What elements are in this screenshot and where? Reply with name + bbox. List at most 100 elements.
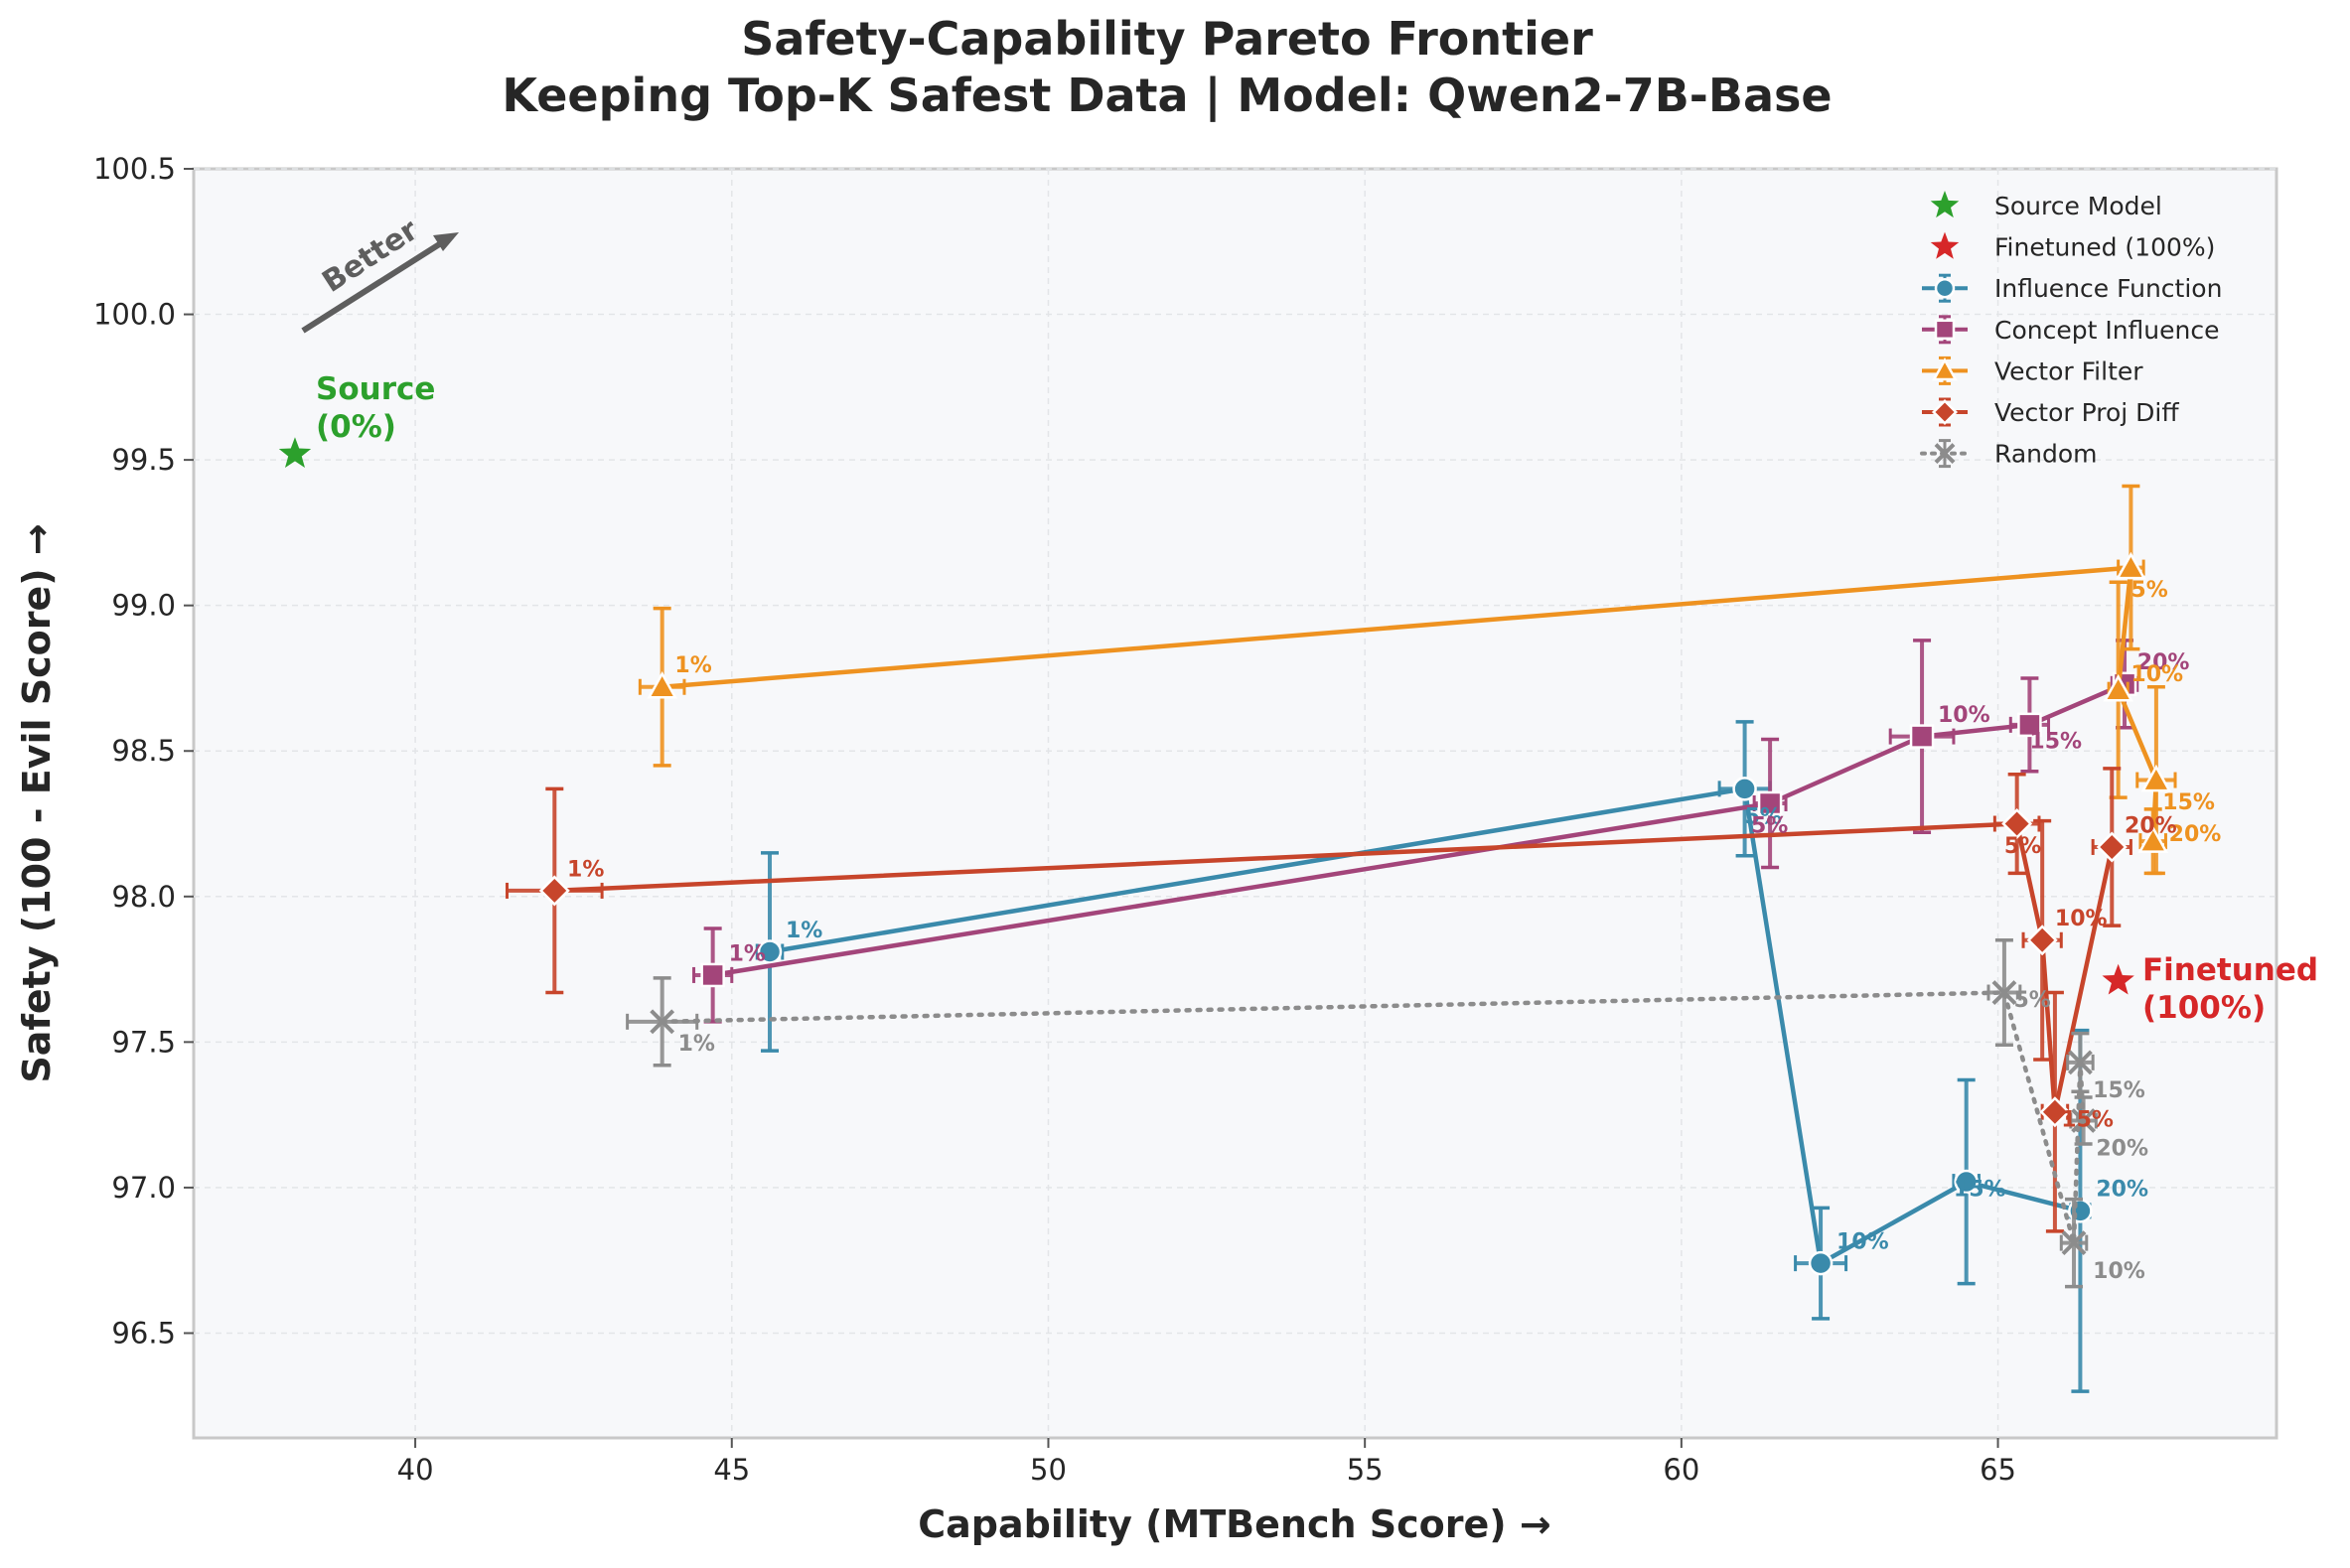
legend-item: Vector Proj Diff xyxy=(1922,397,2179,427)
point-label: 1% xyxy=(567,857,604,882)
point-label: 15% xyxy=(2162,790,2215,815)
series-vector-proj-diff xyxy=(506,767,2132,1233)
point-label: 15% xyxy=(2029,729,2082,754)
x-tick-label: 65 xyxy=(1980,1453,2016,1487)
series-concept-influence xyxy=(692,639,2139,1024)
point-label: 5% xyxy=(2004,834,2041,859)
plot-area xyxy=(192,167,2278,1440)
data-point xyxy=(2039,1096,2071,1128)
legend-label: Concept Influence xyxy=(1994,316,2220,345)
point-label: 10% xyxy=(1836,1229,1889,1254)
y-tick-label: 100.0 xyxy=(93,298,176,332)
y-tick-label: 98.0 xyxy=(111,880,176,914)
legend-label: Vector Filter xyxy=(1994,356,2143,385)
legend-item: Concept Influence xyxy=(1922,315,2220,345)
point-label: 5% xyxy=(1745,805,1782,830)
data-point xyxy=(757,939,783,964)
point-label: 10% xyxy=(2093,1259,2145,1284)
point-label: 10% xyxy=(2055,907,2108,931)
chart-subtitle: Keeping Top-K Safest Data | Model: Qwen2… xyxy=(502,69,1832,123)
y-tick-label: 96.5 xyxy=(111,1316,176,1350)
legend-item: Random xyxy=(1920,439,2098,469)
point-labels: 1%5%10%15% 20%1%5%10%15%20%1%5%10%15%20%1… xyxy=(567,578,2221,1284)
legend-label: Vector Proj Diff xyxy=(1994,398,2179,427)
legend-label: Source Model xyxy=(1994,192,2162,220)
point-label: 15% xyxy=(2093,1078,2145,1103)
point-label: 20% xyxy=(2169,822,2222,847)
better-arrowhead-icon xyxy=(433,232,459,251)
legend-item: Source Model xyxy=(1930,191,2162,220)
better-arrow xyxy=(301,233,454,334)
data-point xyxy=(2140,764,2172,792)
point-label: 1% xyxy=(678,1032,715,1057)
data-point xyxy=(2001,808,2033,840)
point-label: 20% xyxy=(2096,1137,2148,1162)
point-label: 10% xyxy=(2130,662,2183,687)
legend: Source Model Finetuned (100%) Influence Fu… xyxy=(1920,191,2222,469)
data-point xyxy=(1757,790,1783,816)
series-random xyxy=(626,938,2098,1289)
data-point xyxy=(1732,777,1757,801)
x-axis-label: Capability (MTBench Score) → xyxy=(918,1502,1550,1546)
y-tick-label: 99.5 xyxy=(111,443,176,477)
legend-label: Influence Function xyxy=(1994,274,2222,303)
y-tick-label: 100.5 xyxy=(93,152,176,186)
point-label: 1% xyxy=(786,919,822,943)
data-point xyxy=(2116,551,2146,580)
point-label: 15% xyxy=(1954,1178,2006,1203)
data-point xyxy=(2103,673,2133,702)
data-point xyxy=(647,670,677,699)
legend-star-icon xyxy=(1930,231,1960,259)
star-icon xyxy=(2102,963,2134,995)
legend-item: Finetuned (100%) xyxy=(1930,231,2215,262)
data-point xyxy=(2017,712,2042,738)
data-point xyxy=(538,875,570,907)
y-tick-label: 99.0 xyxy=(111,589,176,623)
legend-marker-icon xyxy=(1931,398,1959,426)
legend-item: Influence Function xyxy=(1922,273,2222,303)
legend-star-icon xyxy=(1930,191,1960,218)
point-label: 5% xyxy=(2013,988,2050,1013)
data-point xyxy=(2096,831,2128,863)
x-tick-label: 40 xyxy=(397,1453,434,1487)
point-label: 5% xyxy=(2130,578,2167,603)
data-point xyxy=(2061,1230,2087,1256)
point-label: 5% xyxy=(1751,813,1788,838)
point-label: 20% xyxy=(2137,650,2190,675)
point-label: 15% xyxy=(2061,1107,2114,1132)
source-annotation-line2: (0%) xyxy=(316,409,396,445)
reference-points xyxy=(278,437,2134,995)
point-label: 1% xyxy=(674,653,711,678)
y-axis-label: Safety (100 - Evil Score) → xyxy=(15,523,59,1082)
data-point xyxy=(1991,980,2017,1005)
data-point xyxy=(1954,1169,1979,1195)
error-bar xyxy=(2059,1197,2089,1289)
data-point xyxy=(2071,1108,2097,1133)
grid xyxy=(194,168,2277,1438)
x-tick-label: 45 xyxy=(713,1453,750,1487)
finetuned-annotation-line1: Finetuned xyxy=(2142,952,2318,988)
data-point xyxy=(2026,925,2058,956)
legend-marker-icon xyxy=(1932,357,1958,381)
series-vector-filter xyxy=(638,484,2177,876)
legend-item: Vector Filter xyxy=(1922,356,2143,385)
axis-ticks: 40 45 50 55 60 65 96.5 97.0 97.5 98.0 98.5 99.0 99.5… xyxy=(93,152,2016,1487)
data-point xyxy=(1909,724,1935,749)
point-label: 20% xyxy=(2096,1178,2148,1203)
data-point xyxy=(2067,1050,2093,1075)
legend-label: Finetuned (100%) xyxy=(1994,233,2215,262)
star-icon xyxy=(278,437,312,469)
x-tick-label: 50 xyxy=(1030,1453,1067,1487)
legend-marker-icon xyxy=(1934,277,1956,299)
point-label: 20% xyxy=(2125,813,2177,838)
data-point xyxy=(1808,1250,1834,1276)
series-influence-function xyxy=(755,720,2093,1393)
x-tick-label: 55 xyxy=(1347,1453,1384,1487)
data-point xyxy=(2137,825,2169,853)
data-point xyxy=(650,1009,675,1035)
y-tick-label: 97.5 xyxy=(111,1025,176,1059)
finetuned-annotation-line2: (100%) xyxy=(2142,990,2266,1026)
data-point xyxy=(700,962,725,988)
y-tick-label: 98.5 xyxy=(111,734,176,768)
point-label: 1% xyxy=(729,941,766,966)
